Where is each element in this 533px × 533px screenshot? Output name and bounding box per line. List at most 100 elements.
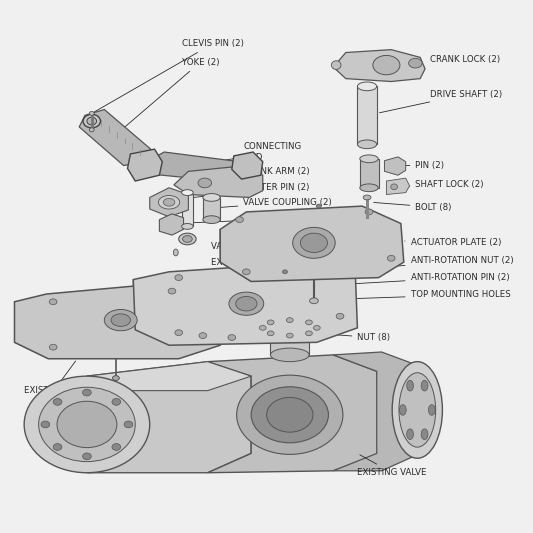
Polygon shape — [79, 109, 151, 166]
Ellipse shape — [409, 58, 422, 68]
Text: EXISTING VALVE: EXISTING VALVE — [211, 257, 280, 282]
Ellipse shape — [228, 335, 236, 341]
Ellipse shape — [83, 389, 91, 396]
Ellipse shape — [57, 401, 117, 448]
Text: ACTUATOR PLATE (2): ACTUATOR PLATE (2) — [405, 238, 501, 247]
Ellipse shape — [112, 443, 120, 450]
Polygon shape — [143, 152, 241, 181]
Ellipse shape — [317, 204, 321, 208]
Ellipse shape — [421, 381, 428, 391]
Ellipse shape — [332, 61, 341, 69]
Polygon shape — [133, 279, 169, 345]
Ellipse shape — [41, 421, 50, 428]
Ellipse shape — [281, 269, 289, 274]
Text: CRANK LOCK (2): CRANK LOCK (2) — [424, 55, 500, 67]
Polygon shape — [386, 178, 409, 195]
Ellipse shape — [260, 326, 266, 330]
Ellipse shape — [373, 55, 400, 75]
Text: PIN (2): PIN (2) — [401, 161, 445, 170]
Ellipse shape — [175, 274, 183, 280]
Ellipse shape — [274, 228, 294, 235]
Ellipse shape — [429, 405, 435, 415]
Ellipse shape — [392, 362, 442, 458]
Polygon shape — [333, 50, 425, 82]
Text: VALVE COUPLING (2): VALVE COUPLING (2) — [214, 198, 332, 208]
Polygon shape — [360, 159, 378, 188]
Ellipse shape — [158, 196, 180, 209]
Ellipse shape — [310, 298, 318, 304]
Ellipse shape — [175, 330, 183, 336]
Ellipse shape — [286, 333, 293, 338]
Ellipse shape — [112, 376, 119, 381]
Ellipse shape — [305, 320, 312, 325]
Polygon shape — [159, 214, 183, 235]
Ellipse shape — [307, 267, 315, 273]
Text: CONNECTING
ROD: CONNECTING ROD — [196, 142, 302, 165]
Ellipse shape — [407, 429, 414, 440]
Ellipse shape — [83, 115, 100, 128]
Text: BOLT (8): BOLT (8) — [374, 203, 452, 212]
Ellipse shape — [203, 193, 220, 201]
Ellipse shape — [83, 453, 91, 459]
Ellipse shape — [87, 117, 96, 125]
Polygon shape — [384, 157, 406, 175]
Text: ANTI-ROTATION NUT (2): ANTI-ROTATION NUT (2) — [379, 256, 513, 268]
Ellipse shape — [358, 140, 377, 149]
Text: JAMB NUT: JAMB NUT — [176, 215, 286, 224]
Ellipse shape — [336, 313, 344, 319]
Ellipse shape — [243, 269, 250, 274]
Ellipse shape — [391, 184, 398, 190]
Ellipse shape — [360, 155, 378, 163]
Ellipse shape — [49, 299, 57, 305]
Ellipse shape — [301, 233, 327, 253]
Ellipse shape — [111, 314, 131, 326]
Polygon shape — [208, 355, 382, 473]
Ellipse shape — [112, 399, 120, 405]
Polygon shape — [274, 231, 295, 262]
Ellipse shape — [236, 217, 244, 223]
Polygon shape — [87, 362, 251, 473]
Polygon shape — [270, 328, 309, 355]
Ellipse shape — [399, 373, 435, 447]
Polygon shape — [150, 188, 188, 217]
Ellipse shape — [305, 331, 312, 336]
Ellipse shape — [267, 320, 274, 325]
Ellipse shape — [236, 296, 257, 311]
Ellipse shape — [168, 288, 176, 294]
Ellipse shape — [104, 310, 137, 331]
Ellipse shape — [286, 318, 293, 322]
Polygon shape — [14, 302, 49, 359]
Ellipse shape — [267, 331, 274, 336]
Ellipse shape — [49, 344, 57, 350]
Ellipse shape — [387, 255, 395, 261]
Text: SHAFT LOCK (2): SHAFT LOCK (2) — [401, 180, 484, 189]
Ellipse shape — [203, 216, 220, 223]
Ellipse shape — [53, 443, 62, 450]
Ellipse shape — [313, 326, 320, 330]
Polygon shape — [358, 86, 377, 144]
Text: CLEVIS PIN (2): CLEVIS PIN (2) — [94, 39, 244, 112]
Ellipse shape — [198, 178, 212, 188]
Polygon shape — [174, 166, 263, 197]
Text: NUT (8): NUT (8) — [321, 333, 390, 342]
Ellipse shape — [229, 292, 264, 316]
Polygon shape — [333, 352, 420, 471]
Ellipse shape — [53, 399, 62, 405]
Text: DRIVE SHAFT (2): DRIVE SHAFT (2) — [379, 90, 502, 113]
Ellipse shape — [363, 195, 371, 200]
Ellipse shape — [274, 259, 294, 266]
Ellipse shape — [358, 82, 377, 91]
Ellipse shape — [270, 321, 309, 335]
Ellipse shape — [179, 233, 196, 245]
Text: YOKE (2): YOKE (2) — [118, 58, 219, 133]
Ellipse shape — [399, 405, 406, 415]
Ellipse shape — [38, 387, 135, 462]
Text: COTTER PIN (2): COTTER PIN (2) — [172, 183, 310, 200]
Polygon shape — [87, 362, 251, 391]
Polygon shape — [14, 282, 220, 359]
Ellipse shape — [182, 223, 193, 229]
Polygon shape — [182, 192, 193, 227]
Ellipse shape — [365, 209, 373, 215]
Ellipse shape — [24, 376, 150, 473]
Text: EXISTING TEE: EXISTING TEE — [24, 361, 84, 395]
